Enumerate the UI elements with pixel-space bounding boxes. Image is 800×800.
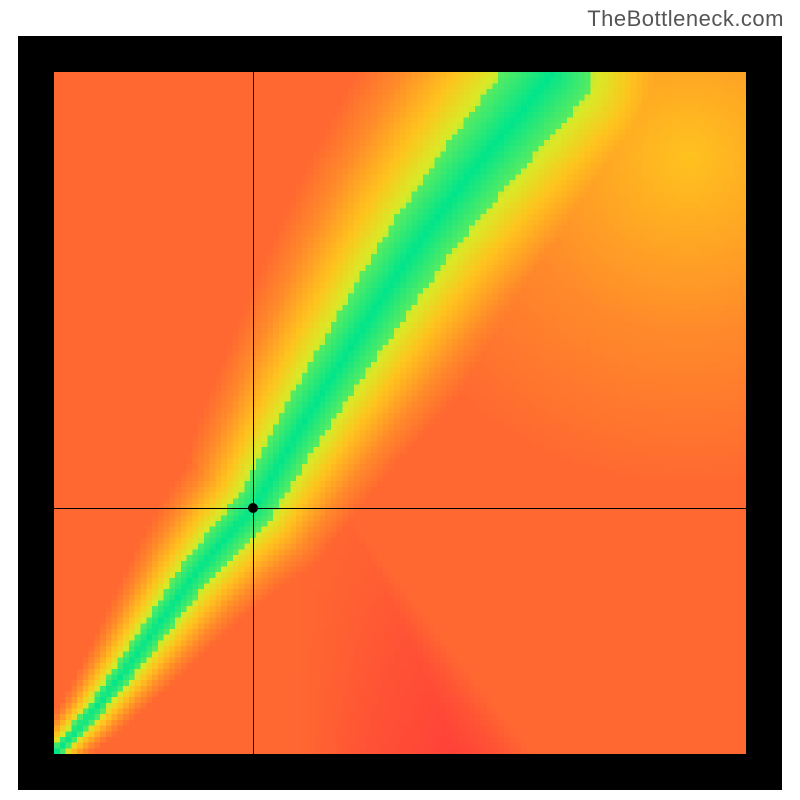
frame-left (18, 36, 54, 790)
crosshair-vertical (253, 72, 254, 754)
attribution-text: TheBottleneck.com (587, 6, 784, 32)
chart-container: TheBottleneck.com (0, 0, 800, 800)
frame-bottom (18, 754, 782, 790)
crosshair-horizontal (54, 508, 746, 509)
frame-right (746, 36, 782, 790)
heatmap-plot (54, 72, 746, 754)
frame-top (18, 36, 782, 72)
